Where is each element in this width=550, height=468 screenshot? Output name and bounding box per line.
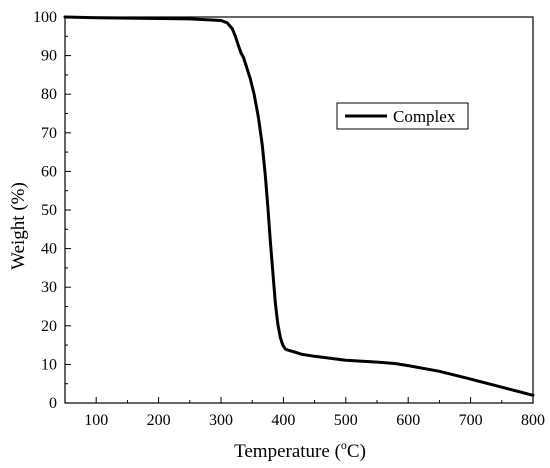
series-line-complex	[63, 15, 535, 397]
y-tick-label: 70	[41, 125, 57, 142]
y-axis-title: Weight (%)	[8, 182, 29, 270]
x-tick-label: 100	[84, 412, 108, 429]
x-axis-title: Temperature (oC)	[234, 438, 366, 462]
y-tick-label: 0	[49, 395, 57, 412]
legend-label: Complex	[393, 107, 456, 126]
x-axis-title-post: C)	[347, 441, 366, 462]
x-tick-label: 700	[459, 412, 483, 429]
x-tick-label: 800	[521, 412, 545, 429]
x-axis-title-pre: Temperature (	[234, 441, 341, 462]
y-tick-label: 90	[41, 48, 57, 65]
x-tick-label: 200	[147, 412, 171, 429]
x-tick-label: 500	[334, 412, 358, 429]
x-tick-label: 300	[209, 412, 233, 429]
y-tick-label: 100	[33, 9, 57, 26]
y-tick-label: 30	[41, 279, 57, 296]
y-tick-label: 80	[41, 86, 57, 103]
y-tick-label: 20	[41, 318, 57, 335]
plot-frame	[64, 16, 534, 404]
x-tick-label: 600	[396, 412, 420, 429]
x-tick-label: 400	[271, 412, 295, 429]
y-tick-label: 50	[41, 202, 57, 219]
y-tick-label: 60	[41, 163, 57, 180]
x-axis-title-sup: o	[341, 438, 347, 452]
y-tick-label: 40	[41, 241, 57, 258]
y-tick-label: 10	[41, 356, 57, 373]
